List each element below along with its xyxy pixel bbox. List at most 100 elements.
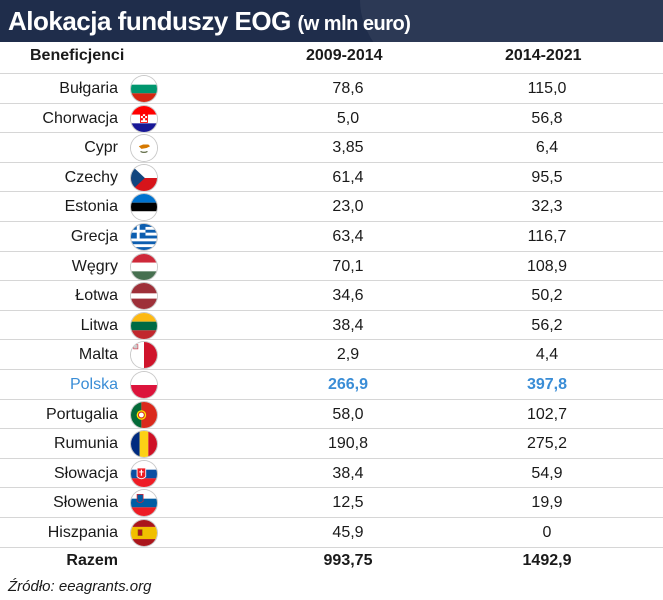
table-row: Słowacja 38,4 54,9 — [0, 459, 663, 489]
country-name: Łotwa — [75, 287, 118, 305]
total-2014-2021-value: 1492,9 — [522, 552, 572, 569]
bulgaria-flag-icon — [131, 76, 157, 102]
table-row: Rumunia 190,8 275,2 — [0, 429, 663, 459]
row-divider — [0, 369, 663, 370]
column-header-2009-2014: 2009-2014 — [306, 47, 383, 64]
value-2014-2021-text: 115,0 — [527, 80, 567, 97]
row-divider — [0, 102, 663, 104]
row-divider — [0, 487, 663, 489]
table-row: Cypr 3,85 6,4 — [0, 133, 663, 163]
cyprus-flag-icon — [131, 135, 157, 162]
title-text: Alokacja funduszy EOG — [8, 6, 291, 36]
value-2009-2014-text: 34,6 — [332, 287, 364, 305]
malta-flag-icon — [131, 342, 157, 369]
title-banner: Alokacja funduszy EOG (w mln euro) — [0, 0, 663, 42]
row-divider — [0, 73, 663, 74]
value-2009-2014-text: 45,9 — [332, 524, 364, 541]
row-divider — [0, 250, 663, 252]
portugal-flag-icon — [131, 401, 157, 428]
row-divider — [0, 132, 663, 134]
poland-flag-icon — [131, 372, 157, 398]
value-2014-2021-text: 50,2 — [531, 287, 563, 305]
title-unit: (w mln euro) — [297, 13, 411, 35]
value-2009-2014-text: 190,8 — [327, 435, 369, 453]
slovenia-flag-icon — [131, 490, 157, 517]
romania-flag-icon — [131, 431, 157, 458]
value-2009-2014-text: 3,85 — [332, 139, 364, 157]
value-2014-2021-text: 0 — [542, 524, 552, 541]
value-2014-2021-text: 95,5 — [531, 168, 563, 186]
column-header-2014-2021: 2014-2021 — [505, 47, 582, 64]
row-divider — [0, 191, 663, 193]
table-row: Litwa 38,4 56,2 — [0, 311, 663, 341]
row-divider — [0, 161, 663, 163]
table-row: Łotwa 34,6 50,2 — [0, 281, 663, 311]
country-name: Czechy — [64, 168, 118, 186]
row-divider — [0, 221, 663, 222]
table-row: Węgry 70,1 108,9 — [0, 252, 663, 282]
value-2009-2014-text: 38,4 — [332, 316, 364, 334]
value-2009-2014-text: 78,6 — [332, 80, 364, 97]
lithuania-flag-icon — [131, 312, 157, 339]
value-2009-2014-text: 12,5 — [332, 494, 364, 512]
table-row: Malta 2,9 4,4 — [0, 340, 663, 370]
greece-flag-icon — [131, 224, 157, 250]
table-row: Chorwacja 5,0 56,8 — [0, 104, 663, 134]
value-2014-2021-text: 108,9 — [526, 257, 568, 275]
table-row: Estonia 23,0 32,3 — [0, 192, 663, 222]
value-2014-2021-text: 6,4 — [535, 139, 559, 157]
page-title: Alokacja funduszy EOG (w mln euro) — [8, 6, 411, 37]
value-2009-2014-text: 5,0 — [336, 109, 360, 127]
row-divider — [0, 280, 663, 282]
country-name: Hiszpania — [47, 524, 118, 541]
country-name: Bułgaria — [59, 80, 118, 97]
country-name: Litwa — [80, 316, 118, 334]
estonia-flag-icon — [131, 194, 157, 221]
country-name: Malta — [78, 346, 118, 364]
value-2009-2014-text: 61,4 — [332, 168, 364, 186]
source-note: Źródło: eeagrants.org — [8, 578, 152, 595]
table-row: Bułgaria 78,6 115,0 — [0, 74, 663, 104]
row-divider — [0, 457, 663, 459]
spain-flag-icon — [131, 520, 157, 546]
slovakia-flag-icon — [131, 460, 157, 487]
table-row: Portugalia 58,0 102,7 — [0, 400, 663, 430]
country-name: Słowenia — [53, 494, 118, 512]
value-2014-2021-text: 32,3 — [531, 198, 563, 216]
total-row: Razem 993,75 1492,9 — [0, 549, 663, 575]
value-2009-2014-text: 58,0 — [332, 405, 364, 423]
table-row: Polska 266,9 397,8 — [0, 370, 663, 400]
total-label: Razem — [66, 552, 118, 569]
croatia-flag-icon — [131, 105, 157, 132]
row-divider — [0, 517, 663, 518]
value-2014-2021-text: 54,9 — [531, 464, 563, 482]
country-name: Rumunia — [53, 435, 118, 453]
value-2014-2021-text: 19,9 — [531, 494, 563, 512]
table-row: Słowenia 12,5 19,9 — [0, 488, 663, 518]
table-row: Czechy 61,4 95,5 — [0, 163, 663, 193]
hungary-flag-icon — [131, 253, 157, 280]
value-2014-2021-text: 397,8 — [526, 376, 568, 393]
row-divider — [0, 339, 663, 341]
country-name: Portugalia — [45, 405, 118, 423]
table-row: Hiszpania 45,9 0 — [0, 518, 663, 548]
latvia-flag-icon — [131, 283, 157, 310]
value-2009-2014-text: 2,9 — [336, 346, 360, 364]
country-name: Słowacja — [53, 464, 118, 482]
czechia-flag-icon — [131, 164, 157, 191]
column-header-beneficiaries: Beneficjenci — [30, 47, 125, 64]
country-name: Grecja — [70, 228, 118, 245]
banner-decoration — [360, 0, 663, 42]
value-2014-2021-text: 4,4 — [535, 346, 559, 364]
row-divider — [0, 398, 663, 400]
country-name: Polska — [69, 376, 118, 393]
table-row: Grecja 63,4 116,7 — [0, 222, 663, 252]
value-2009-2014-text: 63,4 — [332, 228, 364, 245]
country-name: Estonia — [64, 198, 118, 216]
value-2014-2021-text: 56,2 — [531, 316, 563, 334]
country-name: Cypr — [84, 139, 118, 157]
value-2014-2021-text: 116,7 — [527, 228, 567, 245]
row-divider — [0, 428, 663, 430]
value-2009-2014-text: 266,9 — [327, 376, 369, 393]
row-divider — [0, 546, 663, 548]
